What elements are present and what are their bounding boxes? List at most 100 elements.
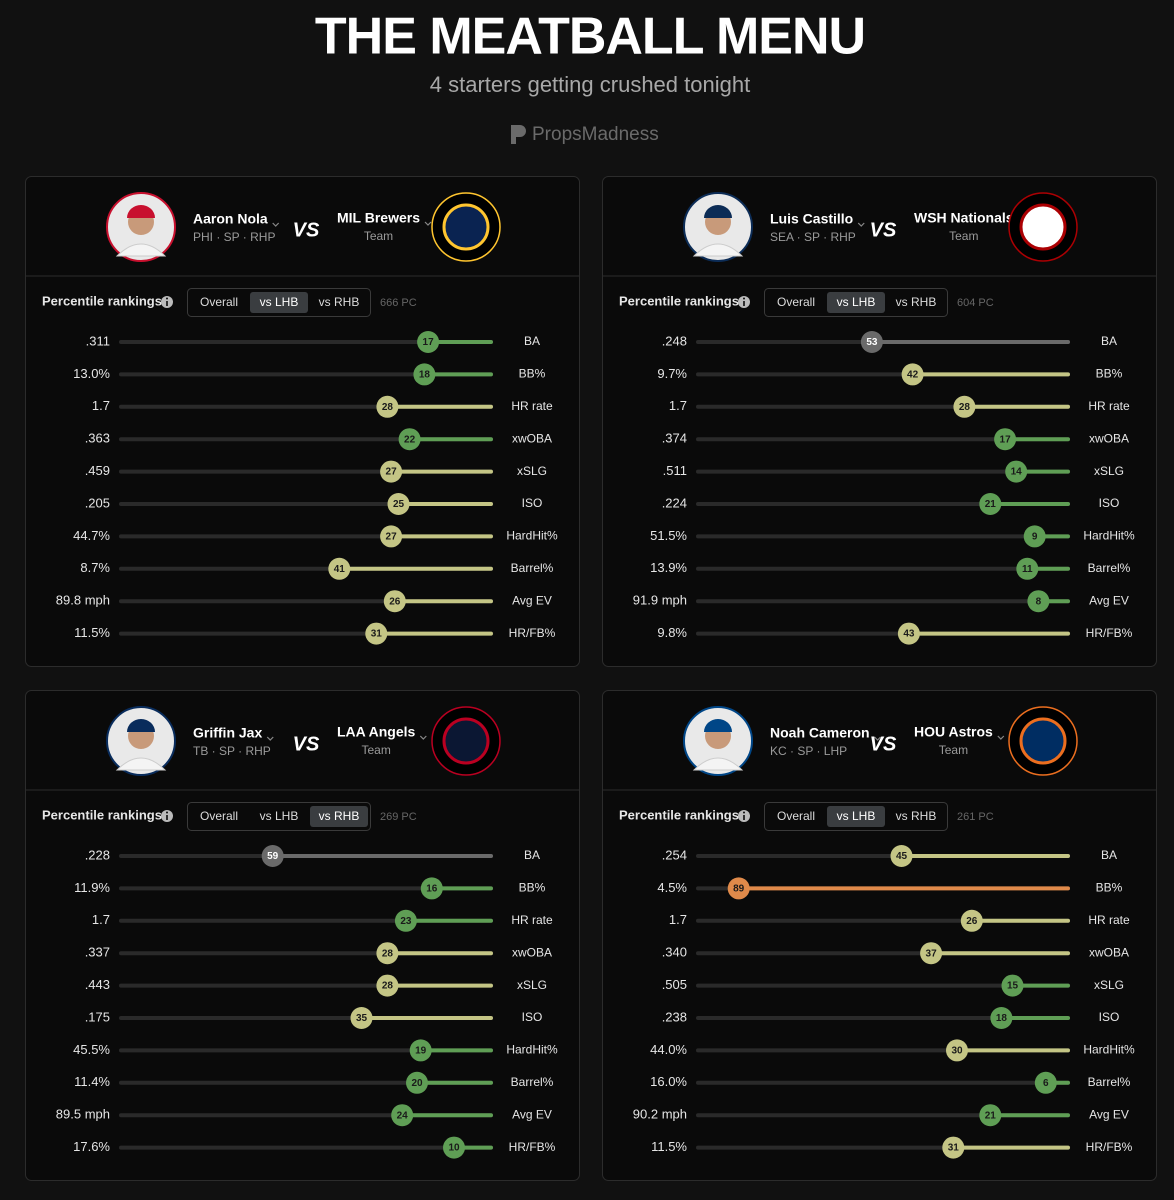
stat-name: BA <box>524 848 540 862</box>
stat-value: .228 <box>85 847 110 862</box>
stat-value: 1.7 <box>669 398 687 413</box>
percentile-label: 27 <box>386 532 398 543</box>
stat-value: .248 <box>662 333 687 348</box>
stat-value: .337 <box>85 945 110 960</box>
stat-value: .205 <box>85 495 110 510</box>
stat-value: .363 <box>85 431 110 446</box>
filter-tab[interactable]: vs RHB <box>896 295 937 309</box>
stat-value: .340 <box>662 945 687 960</box>
percentile-marker <box>897 622 920 645</box>
matchup-header: Aaron Nola PHI · SP · RHP VS MIL Brewers Tea… <box>106 192 501 262</box>
stat-value: 11.4% <box>74 1074 110 1089</box>
stat-value: .311 <box>86 333 110 348</box>
filter-tab[interactable]: Overall <box>777 295 815 309</box>
percentile-marker <box>398 428 421 451</box>
section-label: Percentile rankings <box>619 293 739 308</box>
filter-tab[interactable]: vs RHB <box>896 809 937 823</box>
percentile-label: 20 <box>411 1078 423 1089</box>
stat-name: HR/FB% <box>1086 626 1133 640</box>
team-name[interactable]: MIL Brewers <box>337 210 420 226</box>
stat-name: Barrel% <box>511 1075 554 1089</box>
filter-tab[interactable]: vs RHB <box>319 295 360 309</box>
stat-name: Avg EV <box>1089 1107 1129 1121</box>
stat-name: HardHit% <box>1083 529 1135 543</box>
stat-name: Barrel% <box>1088 1075 1131 1089</box>
stat-value: .254 <box>662 847 687 862</box>
filter-tab[interactable]: Overall <box>200 295 238 309</box>
player-card: Griffin Jax TB · SP · RHP VS LAA Angels Team… <box>25 690 580 1181</box>
percentile-marker <box>942 1136 965 1159</box>
matchup-header: Noah Cameron KC · SP · LHP VS HOU Astros Tea… <box>683 706 1078 776</box>
brand-name: PropsMadness <box>532 124 659 145</box>
dropdown-chevron <box>874 736 882 741</box>
stat-value: .459 <box>85 463 110 478</box>
pitcher-name[interactable]: Griffin Jax <box>193 725 262 741</box>
percentile-marker <box>380 460 403 483</box>
stat-value: .175 <box>85 1009 110 1024</box>
team-name[interactable]: WSH Nationals <box>914 210 1014 226</box>
stat-name: HR/FB% <box>509 1140 556 1154</box>
brand-icon <box>511 125 526 144</box>
stat-value: 90.2 mph <box>633 1107 687 1122</box>
filter-tab[interactable]: vs LHB <box>837 295 876 309</box>
info-icon-dot <box>166 297 168 300</box>
stat-value: 45.5% <box>73 1042 110 1057</box>
team-name[interactable]: HOU Astros <box>914 724 993 740</box>
pitcher-name[interactable]: Aaron Nola <box>193 211 268 227</box>
vs-label: VS <box>870 733 897 755</box>
avatar-body <box>692 757 744 771</box>
percentile-marker <box>901 363 924 386</box>
percentile-label: 28 <box>382 948 394 959</box>
stat-value: 17.6% <box>73 1139 110 1154</box>
vs-label: VS <box>870 219 897 241</box>
percentile-marker <box>1005 460 1028 483</box>
section-label: Percentile rankings <box>619 807 739 822</box>
stat-name: xwOBA <box>1089 945 1129 959</box>
dropdown-chevron <box>424 221 432 226</box>
percentile-label: 10 <box>448 1143 460 1154</box>
stat-name: HR rate <box>511 399 553 413</box>
stat-value: .238 <box>662 1009 687 1024</box>
percentile-label: 21 <box>985 499 997 510</box>
percentile-label: 18 <box>419 370 431 381</box>
stat-name: BB% <box>519 367 546 381</box>
stat-value: 1.7 <box>92 398 110 413</box>
percentile-marker <box>328 557 351 580</box>
percentile-label: 37 <box>926 948 938 959</box>
percentile-marker <box>383 590 406 613</box>
percentile-label: 89 <box>733 884 745 895</box>
percentile-label: 26 <box>389 596 401 607</box>
stat-value: 1.7 <box>669 912 687 927</box>
stat-value: .505 <box>662 977 687 992</box>
team-logo-mark <box>442 203 490 251</box>
stat-value: 91.9 mph <box>633 593 687 608</box>
filter-tab[interactable]: vs LHB <box>837 809 876 823</box>
stat-name: BB% <box>1096 881 1123 895</box>
percentile-label: 17 <box>423 337 435 348</box>
percentile-marker <box>409 1039 432 1062</box>
team-name[interactable]: LAA Angels <box>337 724 416 740</box>
dropdown-chevron <box>997 735 1005 740</box>
stat-value: 13.9% <box>650 560 687 575</box>
filter-tab[interactable]: vs LHB <box>260 295 299 309</box>
tab-group <box>187 288 371 317</box>
team-logo-mark <box>1019 717 1067 765</box>
percentile-marker <box>406 1071 428 1094</box>
percentile-label: 16 <box>426 884 438 895</box>
percentile-marker <box>890 845 913 867</box>
percentile-marker <box>979 1104 1002 1127</box>
filter-tab[interactable]: Overall <box>777 809 815 823</box>
filter-tab[interactable]: vs LHB <box>260 809 299 823</box>
pitcher-name[interactable]: Noah Cameron <box>770 725 870 741</box>
pitcher-name[interactable]: Luis Castillo <box>770 211 853 227</box>
filter-tab[interactable]: vs RHB <box>319 809 360 823</box>
percentile-label: 26 <box>966 916 978 927</box>
filter-tab[interactable]: Overall <box>200 809 238 823</box>
stat-value: 13.0% <box>73 366 110 381</box>
stat-name: xwOBA <box>512 431 552 445</box>
matchup-header: Griffin Jax TB · SP · RHP VS LAA Angels Team <box>106 706 501 776</box>
percentile-label: 30 <box>951 1046 963 1057</box>
percentile-label: 19 <box>415 1046 427 1057</box>
section-label: Percentile rankings <box>42 293 162 308</box>
percentile-marker <box>979 493 1002 515</box>
